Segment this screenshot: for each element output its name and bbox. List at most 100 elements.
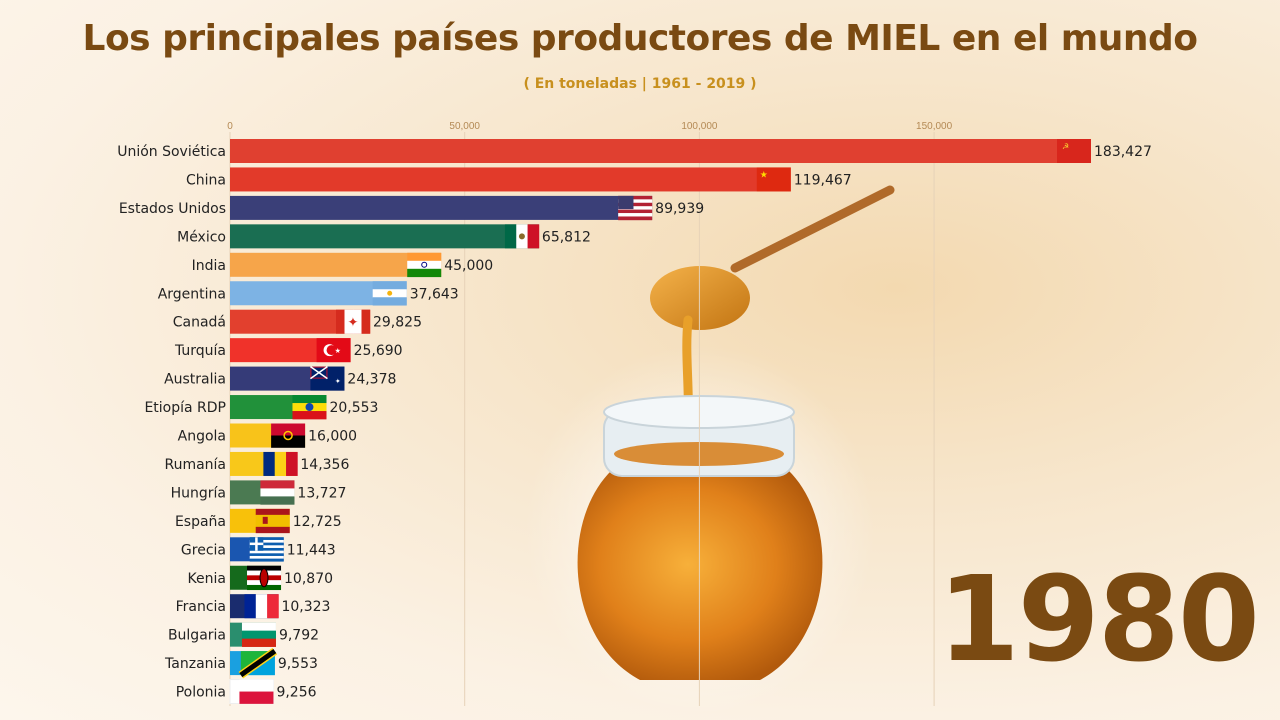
bulgaria-flag-icon xyxy=(241,622,276,647)
category-label: Angola xyxy=(178,429,226,445)
svg-text:✦: ✦ xyxy=(348,315,359,330)
canada-flag-icon: ✦ xyxy=(335,309,371,334)
value-label: 20,553 xyxy=(329,400,378,416)
svg-text:☭: ☭ xyxy=(1062,142,1069,151)
value-label: 183,427 xyxy=(1094,144,1152,160)
value-label: 9,553 xyxy=(278,656,318,672)
value-label: 11,443 xyxy=(287,542,336,558)
value-label: 10,870 xyxy=(284,571,333,587)
usa-flag-icon xyxy=(618,195,653,221)
angola-flag-icon xyxy=(271,423,306,448)
soviet-flag-icon: ☭ xyxy=(1057,139,1091,163)
bar-row: ★ Turquía 25,690 xyxy=(174,338,403,363)
category-label: México xyxy=(177,229,226,245)
category-label: Rumanía xyxy=(164,457,226,473)
value-label: 29,825 xyxy=(373,315,422,331)
china-flag-icon: ★ xyxy=(756,167,791,192)
value-label: 24,378 xyxy=(347,372,396,388)
chart-subtitle: ( En toneladas | 1961 - 2019 ) xyxy=(523,76,757,92)
year-label: 1980 xyxy=(937,550,1260,688)
australia-flag-icon: ✦ xyxy=(309,365,345,391)
category-label: Francia xyxy=(176,599,226,615)
bars: ☭ Unión Soviética 183,427 ★ China 119,467 Esta… xyxy=(117,139,1152,705)
category-label: Hungría xyxy=(171,485,226,501)
category-label: Bulgaria xyxy=(168,628,226,644)
bar xyxy=(230,139,1091,163)
value-label: 10,323 xyxy=(281,599,330,615)
romania-flag-icon xyxy=(263,451,298,476)
category-label: Tanzania xyxy=(164,656,226,672)
turkey-flag-icon: ★ xyxy=(316,338,351,363)
category-label: Etiopía RDP xyxy=(144,400,226,416)
value-label: 65,812 xyxy=(542,229,591,245)
category-label: China xyxy=(186,172,226,188)
category-label: Kenia xyxy=(188,571,226,587)
poland-flag-icon xyxy=(239,679,274,704)
svg-text:✦: ✦ xyxy=(335,377,341,385)
value-label: 25,690 xyxy=(354,343,403,359)
bar-row: ✦ Australia 24,378 xyxy=(164,365,396,391)
bar-row: Tanzania 9,553 xyxy=(164,647,318,679)
category-label: Canadá xyxy=(173,315,226,331)
india-flag-icon xyxy=(407,252,442,278)
chart-title: Los principales países productores de MI… xyxy=(82,18,1199,59)
value-label: 16,000 xyxy=(308,429,357,445)
bar-row: Angola 16,000 xyxy=(178,423,357,448)
bar-row: España 12,725 xyxy=(175,508,342,534)
value-label: 14,356 xyxy=(300,457,349,473)
value-label: 89,939 xyxy=(655,201,704,217)
honey-jar-illustration xyxy=(525,185,895,715)
category-label: Polonia xyxy=(176,685,226,701)
argentina-flag-icon xyxy=(372,281,407,306)
bar-row: ★ China 119,467 xyxy=(186,167,852,192)
bar-row: India 45,000 xyxy=(192,252,493,278)
value-label: 12,725 xyxy=(293,514,342,530)
value-label: 45,000 xyxy=(444,258,493,274)
category-label: Estados Unidos xyxy=(119,201,226,217)
value-label: 9,792 xyxy=(279,628,319,644)
hungary-flag-icon xyxy=(260,480,295,505)
spain-flag-icon xyxy=(255,508,290,534)
bar xyxy=(230,252,442,277)
x-tick-label: 100,000 xyxy=(681,121,718,132)
bar-row: México 65,812 xyxy=(177,224,591,249)
bar-row: Grecia 11,443 xyxy=(181,537,336,562)
category-label: Grecia xyxy=(181,542,226,558)
bar-row: Estados Unidos 89,939 xyxy=(119,195,704,221)
bar xyxy=(230,167,791,192)
bar-row: Francia 10,323 xyxy=(176,594,330,619)
bar-row: Rumanía 14,356 xyxy=(164,451,349,476)
category-label: Argentina xyxy=(158,286,226,302)
category-label: India xyxy=(192,258,226,274)
x-tick-label: 150,000 xyxy=(916,121,953,132)
bar-row: Hungría 13,727 xyxy=(171,480,346,505)
x-axis-ticks: 0 50,000 100,000 150,000 xyxy=(227,121,952,132)
bar-row: Kenia 10,870 xyxy=(188,565,333,591)
bar xyxy=(230,224,539,249)
category-label: Australia xyxy=(164,372,226,388)
value-label: 119,467 xyxy=(794,172,852,188)
category-label: España xyxy=(175,514,226,530)
kenya-flag-icon xyxy=(247,565,282,591)
svg-text:★: ★ xyxy=(335,347,341,355)
bar xyxy=(230,195,653,220)
france-flag-icon xyxy=(244,594,279,619)
value-label: 9,256 xyxy=(276,685,316,701)
tanzania-flag-icon xyxy=(238,647,278,679)
bar-row: ✦ Canadá 29,825 xyxy=(173,309,422,334)
value-label: 13,727 xyxy=(297,485,346,501)
value-label: 37,643 xyxy=(410,286,459,302)
bar-row: Polonia 9,256 xyxy=(176,679,317,705)
x-tick-label: 0 xyxy=(227,121,233,132)
category-label: Turquía xyxy=(174,343,226,359)
bar-row: Argentina 37,643 xyxy=(158,281,459,306)
svg-text:★: ★ xyxy=(760,169,768,179)
greece-flag-icon xyxy=(249,537,284,562)
bar-row: Etiopía RDP 20,553 xyxy=(144,395,378,420)
mexico-flag-icon xyxy=(504,224,540,249)
category-label: Unión Soviética xyxy=(117,144,226,160)
bar-row: ☭ Unión Soviética 183,427 xyxy=(117,139,1152,163)
x-tick-label: 50,000 xyxy=(449,121,480,132)
bar-row: Bulgaria 9,792 xyxy=(168,622,319,647)
